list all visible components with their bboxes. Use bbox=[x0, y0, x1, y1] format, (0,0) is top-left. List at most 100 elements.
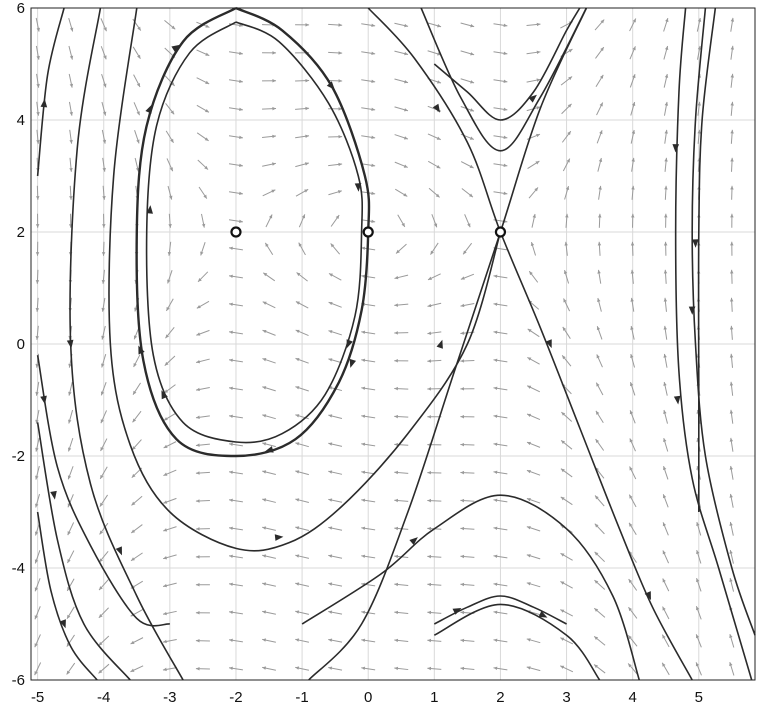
field-arrow-head bbox=[67, 503, 71, 508]
field-arrow-head bbox=[69, 83, 74, 88]
field-arrow-head bbox=[663, 297, 668, 302]
trajectory-arrow bbox=[59, 619, 66, 629]
field-arrow-head bbox=[163, 583, 167, 588]
field-arrow-head bbox=[729, 662, 733, 667]
field-arrow-head bbox=[535, 161, 540, 165]
field-arrow-head bbox=[338, 51, 343, 55]
field-arrow-head bbox=[262, 301, 267, 305]
field-arrow-head bbox=[205, 24, 210, 28]
trajectory-orbit-inner bbox=[145, 21, 364, 444]
field-arrow-head bbox=[729, 521, 733, 526]
field-arrow-head bbox=[305, 78, 310, 83]
trajectory-arrow bbox=[452, 607, 462, 615]
field-arrow-head bbox=[394, 386, 398, 391]
field-arrow-head bbox=[133, 335, 138, 340]
field-arrow-head bbox=[69, 196, 73, 200]
field-arrow-head bbox=[295, 301, 300, 305]
field-arrow-head bbox=[36, 55, 40, 60]
field-arrow-head bbox=[328, 582, 333, 586]
field-arrow-head bbox=[304, 189, 309, 193]
field-arrow-head bbox=[35, 419, 39, 424]
trajectory-hyperbola-upper-inner bbox=[420, 7, 588, 152]
field-arrow-head bbox=[67, 559, 71, 564]
field-arrow-head bbox=[100, 447, 104, 452]
field-arrow-head bbox=[469, 193, 473, 198]
field-arrow-head bbox=[503, 191, 508, 196]
field-arrow-head bbox=[163, 528, 168, 532]
field-arrow-head bbox=[428, 276, 433, 280]
field-arrow-head bbox=[305, 23, 310, 27]
field-arrow-head bbox=[394, 610, 399, 615]
field-arrow-head bbox=[101, 363, 105, 368]
field-arrow-head bbox=[394, 303, 399, 307]
field-arrow-head bbox=[101, 335, 105, 340]
field-arrow-head bbox=[195, 443, 200, 447]
field-arrow-head bbox=[101, 252, 106, 256]
field-arrow-head bbox=[239, 219, 243, 224]
field-arrow-head bbox=[68, 391, 72, 396]
field-arrow-head bbox=[662, 634, 666, 639]
field-arrow-head bbox=[262, 582, 267, 586]
y-tick-label: -4 bbox=[12, 560, 25, 577]
field-arrow-head bbox=[35, 475, 39, 480]
field-arrow-head bbox=[527, 328, 532, 333]
field-arrow-head bbox=[263, 272, 268, 277]
trajectory-arrow bbox=[50, 490, 57, 500]
field-arrow-head bbox=[328, 554, 333, 558]
trajectory-arrow bbox=[672, 144, 680, 153]
field-arrow-head bbox=[239, 79, 243, 84]
field-arrow-head bbox=[730, 17, 735, 22]
field-arrow-head bbox=[460, 303, 465, 308]
field-arrow-head bbox=[394, 331, 398, 335]
field-arrow-head bbox=[599, 130, 603, 135]
field-arrow-head bbox=[730, 185, 734, 190]
field-arrow-head bbox=[262, 526, 267, 530]
field-arrow-head bbox=[67, 531, 71, 536]
field-arrow-head bbox=[460, 331, 465, 335]
field-arrow-head bbox=[34, 559, 39, 564]
trajectory-arrow bbox=[432, 103, 441, 113]
trajectory-arrow bbox=[349, 358, 357, 368]
field-arrow-head bbox=[436, 136, 441, 140]
field-arrow-head bbox=[35, 447, 39, 452]
y-tick-label: 0 bbox=[17, 336, 25, 353]
field-arrow-head bbox=[599, 74, 604, 79]
field-arrow-head bbox=[102, 167, 106, 172]
field-arrow-head bbox=[66, 670, 71, 675]
field-arrow-head bbox=[35, 335, 39, 340]
field-arrow-head bbox=[594, 580, 599, 584]
field-arrow-head bbox=[663, 410, 667, 414]
field-arrow-head bbox=[196, 304, 201, 309]
field-arrow-head bbox=[163, 417, 168, 421]
field-arrow-head bbox=[229, 470, 233, 475]
field-arrow-head bbox=[371, 219, 376, 224]
field-arrow-head bbox=[493, 274, 498, 279]
field-arrow-head bbox=[562, 326, 567, 331]
field-arrow-head bbox=[102, 196, 106, 200]
field-arrow-head bbox=[195, 611, 200, 615]
field-arrow-head bbox=[162, 639, 167, 644]
field-arrow-head bbox=[67, 447, 72, 452]
field-arrow-head bbox=[229, 442, 233, 447]
field-arrow-head bbox=[493, 666, 498, 671]
field-arrow-head bbox=[162, 667, 167, 672]
trajectory-band-right-3 bbox=[697, 7, 717, 512]
field-arrow-head bbox=[598, 213, 602, 218]
field-arrow-head bbox=[493, 386, 498, 391]
field-arrow-head bbox=[561, 412, 566, 416]
x-tick-label: -4 bbox=[97, 689, 110, 706]
trajectory-band-left-6 bbox=[36, 355, 170, 627]
trajectory-band-left-3 bbox=[108, 7, 502, 552]
field-arrow-head bbox=[167, 251, 172, 256]
field-arrow-head bbox=[229, 554, 233, 559]
field-arrow-head bbox=[594, 664, 598, 669]
field-arrow-head bbox=[338, 79, 343, 83]
field-arrow-head bbox=[470, 80, 475, 84]
field-arrow-head bbox=[404, 51, 409, 56]
field-arrow-head bbox=[101, 280, 106, 284]
field-arrow-head bbox=[629, 438, 633, 443]
field-arrow-head bbox=[631, 157, 635, 162]
field-arrow-head bbox=[66, 642, 71, 647]
field-arrow-head bbox=[196, 332, 201, 336]
